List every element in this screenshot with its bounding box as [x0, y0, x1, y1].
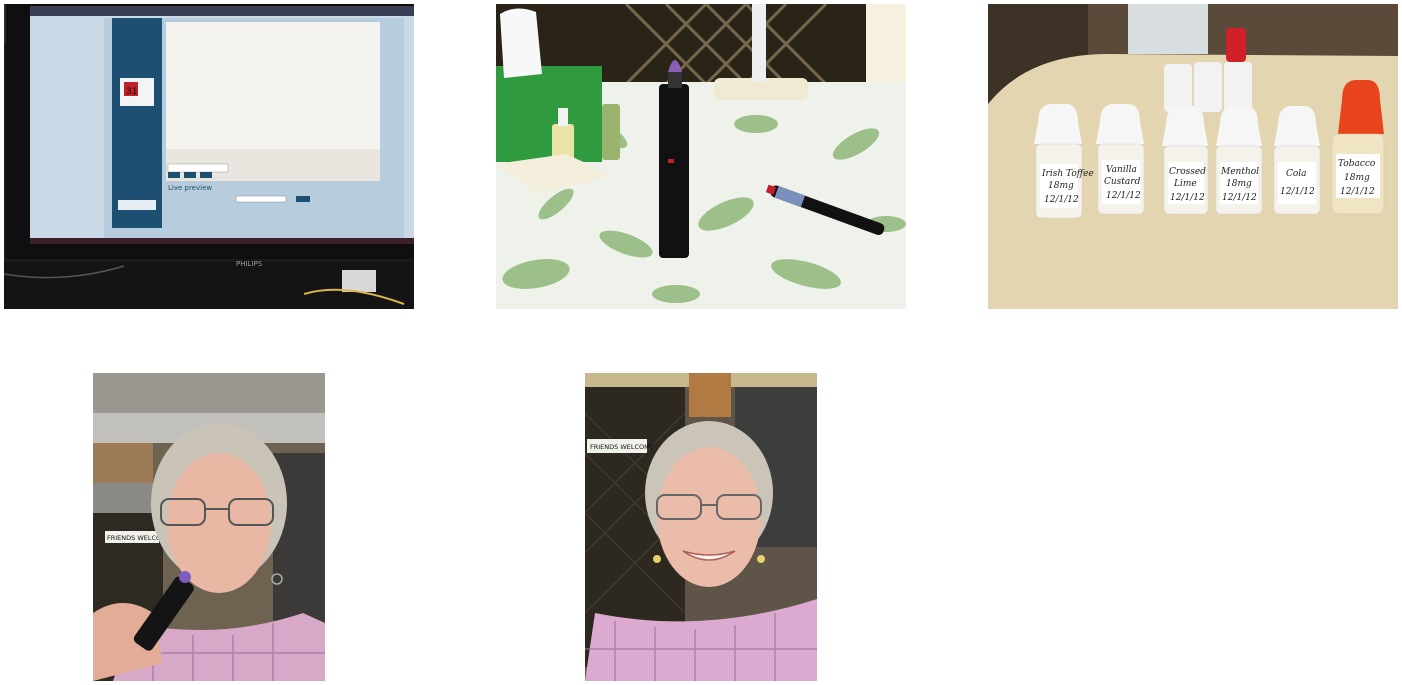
svg-text:18mg: 18mg [1048, 181, 1074, 191]
svg-text:12/1/12: 12/1/12 [1280, 187, 1315, 197]
monitor-brand: PHILIPS [236, 260, 263, 268]
photo-ecig-table [496, 4, 906, 309]
bottle-vanilla-custard: Vanilla Custard 12/1/12 [1096, 104, 1145, 215]
screen-date: 31 [126, 87, 137, 97]
svg-text:Cola: Cola [1286, 169, 1307, 179]
orange-cap [1338, 80, 1384, 134]
face [657, 447, 761, 587]
bottle [552, 124, 574, 164]
tissue-box [496, 66, 602, 162]
vaping-scene: FRIENDS WELCOME [93, 373, 325, 681]
bottle-crossed-lime: Crossed Lime 12/1/12 [1162, 106, 1209, 215]
bottles-scene: Irish Toffee 18mg 12/1/12 Vanilla Custar… [988, 4, 1398, 309]
sign-text: FRIENDS WELCOME [590, 443, 654, 451]
face [167, 453, 271, 593]
calendar-icon [124, 82, 138, 96]
bottle-irish-toffee: Irish Toffee 18mg 12/1/12 [1034, 104, 1094, 219]
smiling-scene: FRIENDS WELCOME [585, 373, 817, 681]
screen-sidebar [112, 18, 162, 228]
screen-content [166, 22, 380, 172]
svg-text:Lime: Lime [1173, 179, 1197, 189]
ecig-device [659, 84, 689, 258]
welcome-sign [105, 531, 159, 543]
ecig-device [133, 576, 194, 651]
monitor-scene: 31 Live preview PHILIPS [4, 4, 414, 309]
fan-base [714, 78, 808, 100]
glasses [160, 498, 274, 526]
photo-woman-smiling: FRIENDS WELCOME [585, 373, 817, 681]
bottle-cola: Cola 12/1/12 [1273, 106, 1321, 215]
svg-text:Menthol: Menthol [1220, 167, 1259, 177]
ecig-drip-tip [179, 571, 191, 583]
welcome-sign [587, 439, 647, 453]
svg-text:18mg: 18mg [1344, 173, 1370, 183]
bottle-menthol: Menthol 18mg 12/1/12 [1215, 106, 1263, 215]
svg-text:12/1/12: 12/1/12 [1044, 195, 1079, 205]
svg-text:12/1/12: 12/1/12 [1106, 191, 1141, 201]
svg-text:Tobacco: Tobacco [1338, 159, 1376, 169]
svg-text:12/1/12: 12/1/12 [1170, 193, 1205, 203]
red-cap [1226, 28, 1246, 62]
svg-text:Irish Toffee: Irish Toffee [1041, 169, 1094, 179]
screen-heading: Live preview [168, 184, 212, 192]
svg-text:Crossed: Crossed [1169, 167, 1206, 177]
svg-text:18mg: 18mg [1226, 179, 1252, 189]
svg-text:12/1/12: 12/1/12 [1340, 187, 1375, 197]
shirt [113, 613, 325, 681]
smile [682, 550, 736, 561]
svg-text:12/1/12: 12/1/12 [1222, 193, 1257, 203]
sign-text: FRIENDS WELCOME [107, 534, 171, 542]
photo-monitor: 31 Live preview PHILIPS [4, 4, 414, 309]
sticker [342, 270, 376, 292]
bottle [602, 104, 620, 160]
shirt [585, 599, 817, 681]
glasses [656, 494, 762, 520]
table-scene [496, 4, 906, 309]
svg-text:Vanilla: Vanilla [1106, 165, 1137, 175]
photo-woman-vaping: FRIENDS WELCOME [93, 373, 325, 681]
ecig-drip-tip [668, 60, 682, 72]
bottle-tobacco: Tobacco 18mg 12/1/12 [1331, 80, 1385, 215]
svg-text:Custard: Custard [1104, 177, 1141, 187]
photo-liquid-bottles: Irish Toffee 18mg 12/1/12 Vanilla Custar… [988, 4, 1398, 309]
